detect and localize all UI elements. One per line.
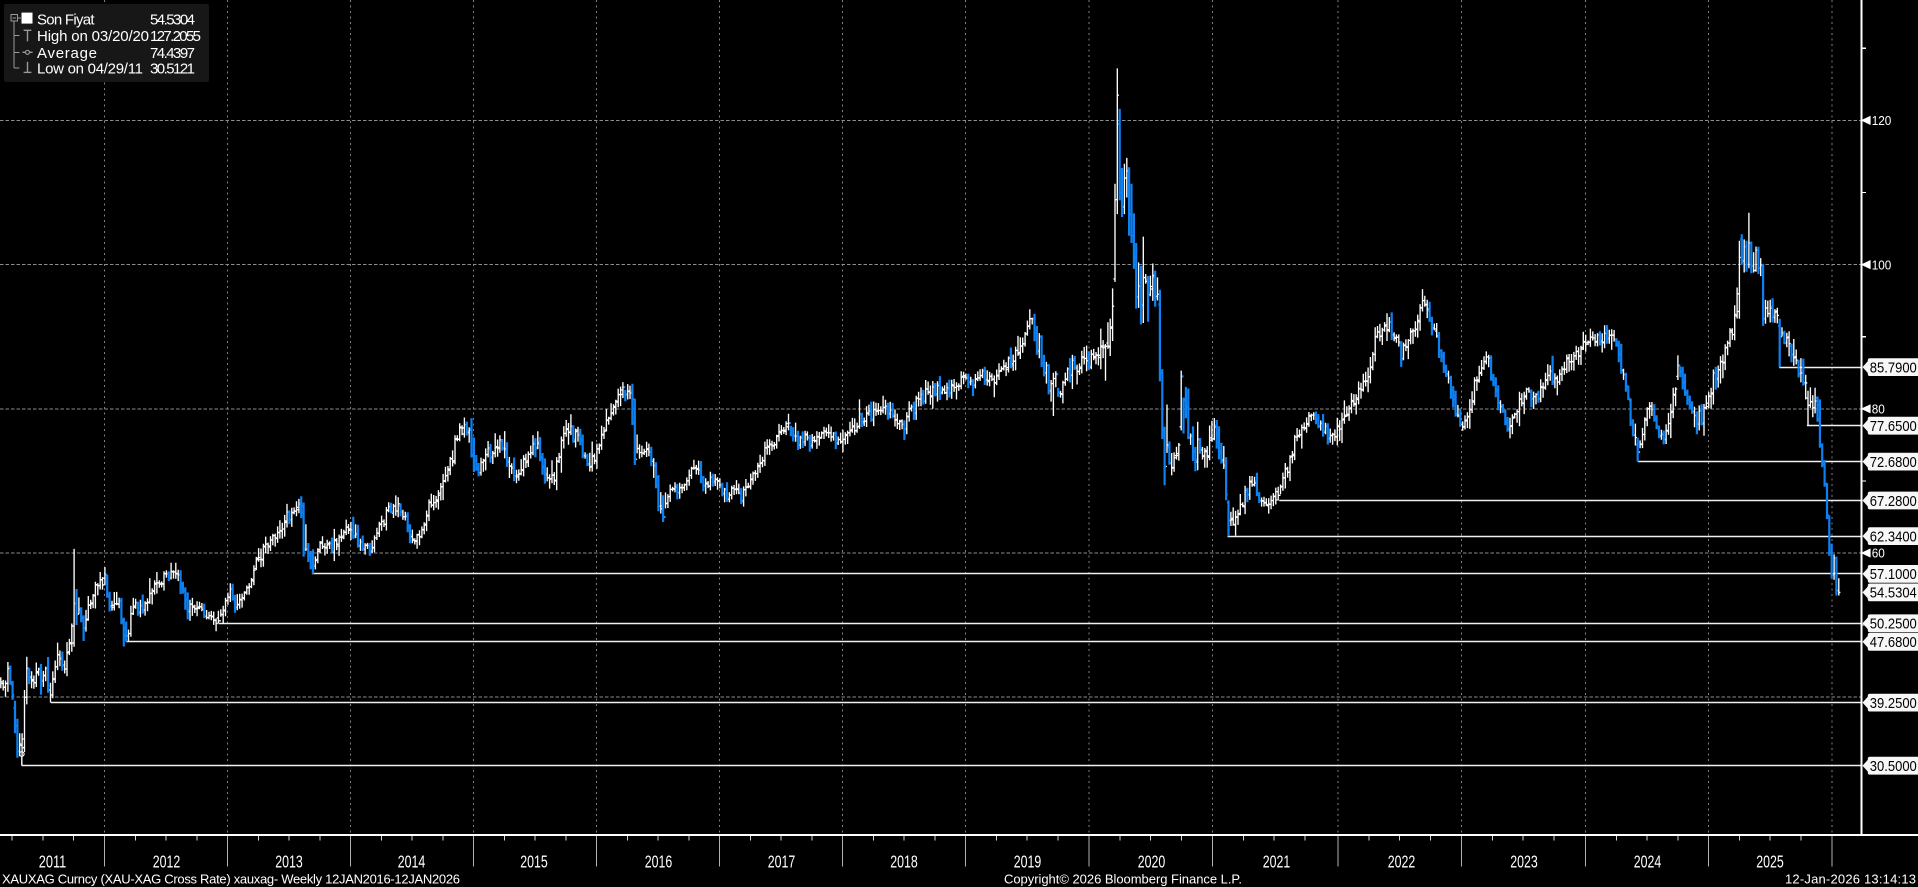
svg-text:54.5304: 54.5304 (150, 11, 195, 28)
svg-text:2017: 2017 (768, 852, 796, 872)
svg-text:Copyright© 2026 Bloomberg Fina: Copyright© 2026 Bloomberg Finance L.P. (1004, 872, 1242, 887)
svg-text:2023: 2023 (1510, 852, 1538, 872)
svg-text:54.5304: 54.5304 (1870, 585, 1917, 602)
svg-text:XAUXAG Curncy (XAU-XAG Cross R: XAUXAG Curncy (XAU-XAG Cross Rate) xauxa… (2, 872, 460, 887)
svg-text:39.2500: 39.2500 (1870, 695, 1917, 712)
svg-text:2024: 2024 (1634, 852, 1662, 872)
svg-text:12-Jan-2026 13:14:13: 12-Jan-2026 13:14:13 (1785, 872, 1916, 887)
svg-text:60: 60 (1872, 546, 1885, 561)
svg-text:2020: 2020 (1138, 852, 1166, 872)
svg-text:67.2800: 67.2800 (1870, 493, 1917, 510)
svg-text:2021: 2021 (1263, 852, 1291, 872)
svg-text:2014: 2014 (398, 852, 426, 872)
svg-text:2013: 2013 (275, 852, 303, 872)
svg-text:2018: 2018 (890, 852, 918, 872)
svg-text:30.5121: 30.5121 (150, 61, 195, 78)
svg-text:74.4397: 74.4397 (150, 45, 195, 62)
svg-text:Son Fiyat: Son Fiyat (37, 11, 95, 28)
svg-text:50.2500: 50.2500 (1870, 616, 1917, 633)
svg-text:62.3400: 62.3400 (1870, 528, 1917, 545)
svg-text:120: 120 (1872, 113, 1892, 128)
svg-text:Average: Average (37, 45, 97, 62)
svg-text:2025: 2025 (1756, 852, 1784, 872)
svg-text:2011: 2011 (39, 852, 67, 872)
svg-text:Low on 04/29/11: Low on 04/29/11 (37, 61, 143, 78)
svg-text:72.6800: 72.6800 (1870, 454, 1917, 471)
svg-text:57.1000: 57.1000 (1870, 566, 1917, 583)
svg-text:47.6800: 47.6800 (1870, 634, 1917, 651)
svg-text:2016: 2016 (645, 852, 673, 872)
svg-text:30.5000: 30.5000 (1870, 758, 1917, 775)
svg-text:High on 03/20/20: High on 03/20/20 (37, 28, 149, 45)
svg-text:2019: 2019 (1014, 852, 1042, 872)
svg-text:80: 80 (1872, 402, 1885, 417)
svg-text:77.6500: 77.6500 (1870, 418, 1917, 435)
svg-text:85.7900: 85.7900 (1870, 359, 1917, 376)
svg-text:100: 100 (1872, 257, 1892, 272)
svg-text:2012: 2012 (153, 852, 181, 872)
svg-text:2015: 2015 (520, 852, 548, 872)
svg-text:127.2055: 127.2055 (150, 28, 201, 45)
svg-text:2022: 2022 (1388, 852, 1416, 872)
